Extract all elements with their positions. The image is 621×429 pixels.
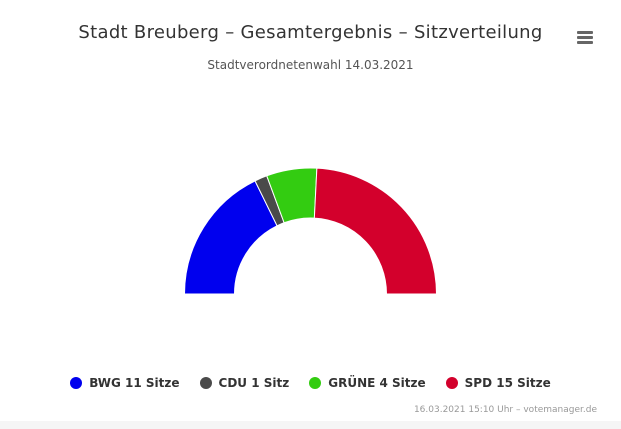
hamburger-menu-icon[interactable]	[575, 30, 597, 46]
legend: BWG 11 Sitze CDU 1 Sitz GRÜNE 4 Sitze SP…	[0, 376, 621, 390]
legend-dot-icon	[70, 377, 83, 389]
legend-dot-icon	[309, 377, 322, 389]
legend-item-bwg[interactable]: BWG 11 Sitze	[70, 376, 180, 390]
legend-dot-icon	[199, 377, 212, 389]
legend-label: CDU 1 Sitz	[218, 376, 290, 390]
credits-text[interactable]: 16.03.2021 15:10 Uhr – votemanager.de	[413, 405, 597, 415]
chart-subtitle: Stadtverordnetenwahl 14.03.2021	[207, 58, 414, 72]
chart-title: Stadt Breuberg – Gesamtergebnis – Sitzve…	[78, 22, 543, 43]
legend-label: BWG 11 Sitze	[89, 376, 180, 390]
legend-item-gruene[interactable]: GRÜNE 4 Sitze	[309, 376, 426, 390]
seat-slice-spd[interactable]	[313, 167, 438, 295]
legend-dot-icon	[445, 377, 458, 389]
legend-label: GRÜNE 4 Sitze	[328, 376, 426, 390]
legend-item-cdu[interactable]: CDU 1 Sitz	[199, 376, 290, 390]
legend-item-spd[interactable]: SPD 15 Sitze	[445, 376, 551, 390]
legend-label: SPD 15 Sitze	[464, 376, 551, 390]
page-footer-strip	[0, 421, 621, 429]
